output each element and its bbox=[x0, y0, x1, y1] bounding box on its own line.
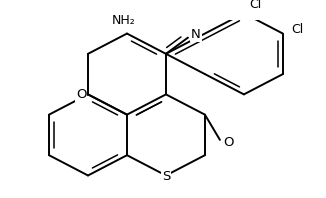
Text: O: O bbox=[76, 88, 86, 101]
Text: NH₂: NH₂ bbox=[112, 14, 136, 28]
Text: O: O bbox=[224, 136, 234, 149]
Text: Cl: Cl bbox=[291, 23, 303, 36]
Text: S: S bbox=[162, 170, 170, 183]
Text: N: N bbox=[191, 28, 201, 41]
Text: Cl: Cl bbox=[249, 0, 261, 11]
